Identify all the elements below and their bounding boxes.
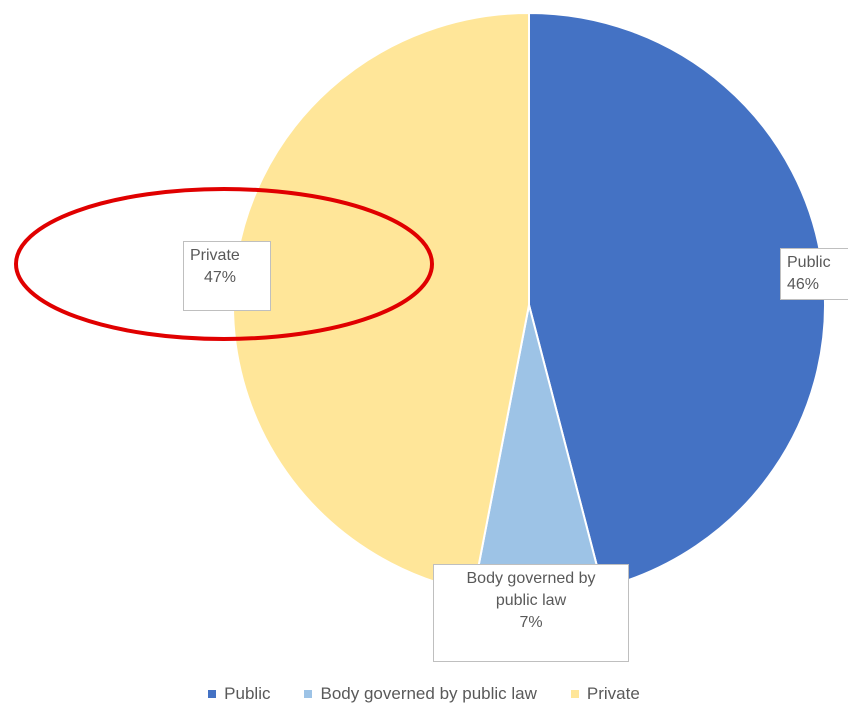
legend-swatch-public (208, 690, 217, 698)
legend-label-public: Public (224, 684, 271, 703)
data-label-private: Private 47% (183, 241, 271, 311)
legend-label-body-governed: Body governed by public law (320, 684, 537, 703)
data-label-public-name: Public (787, 254, 831, 271)
data-label-body-governed-line1: Body governed by (466, 570, 596, 587)
legend-swatch-body-governed (304, 690, 313, 698)
data-label-private-value: 47% (204, 269, 237, 286)
data-label-private-name: Private (190, 247, 240, 264)
highlight-ellipse (14, 187, 434, 341)
legend-item-private: Private (421, 684, 640, 704)
pie-slices (232, 11, 826, 598)
legend-label-private: Private (586, 684, 640, 703)
data-label-body-governed-line2: public law (495, 592, 567, 609)
legend: Public Body governed by public law Priva… (0, 684, 848, 704)
legend-item-body-governed: Body governed by public law (154, 684, 537, 704)
data-label-public-value: 46% (787, 276, 820, 293)
legend-swatch-private (570, 690, 579, 698)
data-label-public: Public 46% (780, 248, 848, 300)
pie-slice-private (232, 11, 530, 593)
data-label-body-governed-value: 7% (519, 614, 543, 631)
legend-item-public: Public (208, 684, 270, 704)
data-label-body-governed: Body governed by public law 7% (433, 564, 629, 662)
